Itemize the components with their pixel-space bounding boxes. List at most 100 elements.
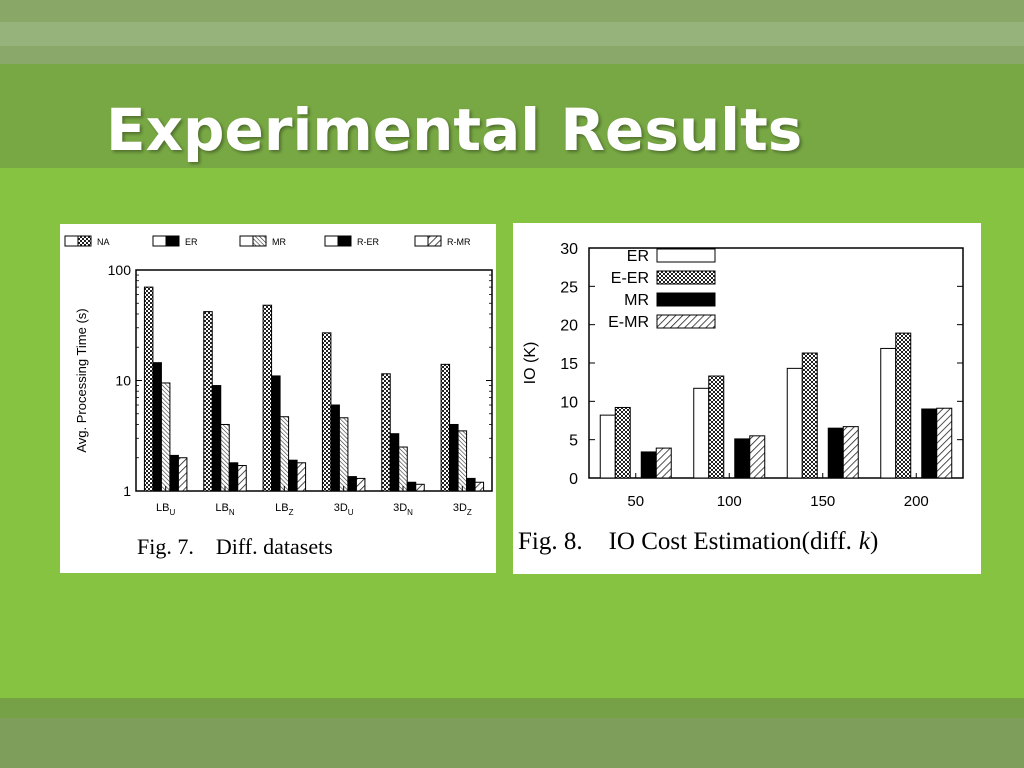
legend-item-er: ER [627,248,716,265]
legend-swatch [656,248,716,263]
fig7-caption-text: Diff. datasets [216,534,333,559]
fig7-bar-r-er [169,454,179,492]
fig8-ytick-label: 15 [560,356,578,373]
fig7-bar-r-er [228,462,239,492]
fig7-bar-r-mr [237,465,247,492]
fig8-xtick-label: 150 [810,493,835,510]
fig8-caption-var: k [859,528,871,555]
fig7-figure-label: Fig. 7. [137,534,194,559]
fig8-caption-text: IO Cost Estimation(diff. [609,528,852,555]
fig7-bar-mr [398,446,408,492]
header-stripe [0,46,1024,64]
fig7-bar-na [321,332,332,492]
fig7-xtick-label: 3DZ [453,502,472,517]
fig8-bar-mr [640,451,657,479]
fig7-bar-mr [279,416,290,492]
fig7-bar-er [211,385,222,492]
fig7-bar-r-mr [177,457,188,492]
legend-swatch [152,235,167,247]
legend-item-na: NA [64,235,110,247]
legend-swatch [427,235,442,247]
legend-swatch [656,314,716,329]
legend-label: MR [624,292,649,309]
figure-7: NA ER MR R-ER R-MR 1 10 100 Avg. Processing Time… [60,224,496,573]
legend-label: E-MR [608,314,649,331]
fig8-bar-e-mr [655,447,672,479]
legend-swatch [165,235,180,247]
fig7-plot-frame [135,269,493,492]
fig7-xtick-label: LBU [156,502,175,517]
fig7-bar-na [440,363,451,492]
fig8-bar-mr [734,438,751,479]
legend-swatch [252,235,267,247]
legend-item-e-mr: E-MR [608,314,716,331]
legend-item-mr: MR [624,292,716,309]
fig7-bar-r-er [288,459,298,492]
fig7-xtick-sub: N [407,508,413,517]
fig7-chart: NA ER MR R-ER R-MR 1 10 100 Avg. Processing Time… [64,235,493,559]
fig7-xtick-sub: N [229,508,235,517]
legend-item-er: ER [152,235,198,247]
fig7-xtick-label: LBZ [275,502,293,517]
fig7-xtick-base: LB [275,502,288,514]
fig8-xtick-label: 50 [627,493,644,510]
slide-title: Experimental Results [106,96,803,164]
fig7-xtick-sub: Z [467,508,472,517]
fig8-bar-er [880,347,897,479]
fig7-bar-r-mr [355,477,366,492]
fig8-bar-e-mr [936,407,953,479]
fig8-ylabel: IO (K) [522,342,539,385]
fig8-ytick-label: 0 [569,471,578,488]
legend-swatch [324,235,339,247]
fig8-bar-er [599,414,616,479]
fig8-bar-e-mr [749,435,766,479]
fig8-figure-label: Fig. 8. [518,528,583,555]
legend-swatch [414,235,429,247]
header-stripe [0,0,1024,22]
fig7-bar-r-mr [474,481,485,492]
fig7-bar-r-mr [296,462,307,492]
fig7-ytick-label: 1 [123,483,131,499]
fig7-ylabel: Avg. Processing Time (s) [74,308,89,452]
fig8-bar-e-er [708,375,725,479]
fig8-caption-end: ) [870,528,878,555]
fig7-xtick-label: 3DN [393,502,413,517]
fig7-bar-mr [457,430,468,492]
fig7-bar-r-er [347,476,357,492]
legend-item-r-er: R-ER [324,235,379,247]
fig8-bar-er [786,367,803,479]
legend-label: E-ER [611,270,649,287]
fig8-bar-er [693,387,710,479]
legend-label: ER [627,248,649,265]
legend-label: ER [185,237,198,247]
fig7-xtick-base: 3D [334,502,348,514]
legend-swatch [656,292,716,307]
fig7-bar-er [330,404,340,492]
fig7-bar-r-er [406,481,417,492]
fig7-bar-er [271,375,281,492]
fig7-bar-r-mr [415,483,425,492]
legend-swatch [77,235,92,247]
fig7-xtick-base: LB [215,502,228,514]
fig8-bar-e-mr [842,426,859,479]
fig8-bar-mr [921,408,938,479]
fig7-xtick-label: 3DU [334,502,354,517]
legend-swatch [337,235,352,247]
fig8-bar-e-er [614,406,631,479]
fig7-bar-na [143,286,154,492]
fig8-bar-e-er [895,332,912,479]
fig7-bar-na [203,311,213,492]
fig8-ytick-label: 5 [569,433,578,450]
fig8-bar-e-er [801,352,818,479]
fig7-xtick-sub: U [348,508,354,517]
legend-label: R-MR [447,237,471,247]
header-stripe [0,22,1024,46]
fig7-xtick-label: LBN [215,502,234,517]
fig8-ytick-label: 30 [560,241,578,258]
fig7-caption: Fig. 7. Diff. datasets [137,534,333,559]
fig7-bar-mr [338,417,349,492]
legend-swatch [656,270,716,285]
fig8-caption: Fig. 8. IO Cost Estimation(diff. k) [518,528,878,555]
legend-swatch [239,235,254,247]
fig8-ytick-label: 25 [560,279,578,296]
